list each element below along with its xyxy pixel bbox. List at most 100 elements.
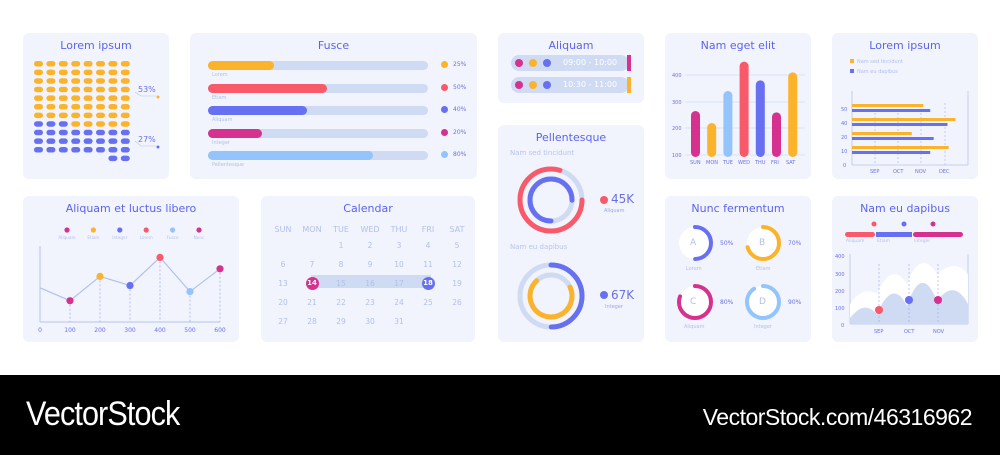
- slot-accent: [627, 77, 631, 93]
- dot-icon: [515, 59, 523, 67]
- legend-label: Nam sed tincidunt: [857, 59, 903, 65]
- row-percent: 80%: [453, 151, 467, 158]
- calendar-day[interactable]: 19: [452, 279, 462, 288]
- gauge-letter: C: [690, 297, 697, 307]
- gauge-label: Lorem: [686, 266, 702, 272]
- row-label: Integer: [212, 140, 230, 146]
- fusce-row: Pellentesque 80%: [208, 151, 488, 173]
- legend-dot: [441, 129, 448, 136]
- svg-text:500: 500: [184, 327, 196, 334]
- row-label: Aliquam: [212, 117, 233, 123]
- progress-fill: [208, 84, 327, 93]
- card-title: Pellentesque: [535, 131, 607, 144]
- svg-text:SUN: SUN: [690, 160, 701, 166]
- calendar-day[interactable]: 13: [278, 279, 288, 288]
- legend-dot: [600, 196, 608, 204]
- calendar-day[interactable]: 29: [336, 317, 346, 326]
- fusce-row: Aliquam 40%: [208, 106, 488, 128]
- calendar-day[interactable]: 4: [425, 241, 431, 250]
- calendar-day[interactable]: 3: [396, 241, 402, 250]
- time-slot[interactable]: 09:00 - 10:00: [511, 55, 631, 71]
- calendar-day[interactable]: 7: [309, 260, 315, 269]
- svg-text:OCT: OCT: [893, 169, 904, 175]
- svg-text:400: 400: [154, 327, 166, 334]
- calendar-day[interactable]: 11: [423, 260, 433, 269]
- gauge-label: Integer: [754, 324, 772, 330]
- calendar-day[interactable]: 24: [394, 298, 404, 307]
- weekday-header: WED: [360, 225, 380, 234]
- gauge-label: Etiam: [756, 266, 771, 272]
- svg-text:Etiam: Etiam: [87, 235, 99, 240]
- slot-time: 09:00 - 10:00: [563, 58, 618, 67]
- weekday-header: SUN: [274, 225, 292, 234]
- calendar-day[interactable]: 28: [307, 317, 317, 326]
- svg-text:SAT: SAT: [786, 160, 796, 166]
- calendar-day[interactable]: 9: [367, 260, 373, 269]
- gauge-grid: [677, 225, 781, 320]
- waffle-chart: [34, 61, 160, 162]
- calendar-day[interactable]: 2: [367, 241, 373, 250]
- calendar-day[interactable]: 27: [278, 317, 288, 326]
- legend-label: Etiam: [877, 239, 890, 244]
- nunc-fermentum-card: Nunc fermentum A 50% Lorem B 70% Etiam C…: [665, 196, 811, 342]
- svg-text:200: 200: [835, 289, 845, 295]
- calendar-day[interactable]: 15: [336, 279, 346, 288]
- calendar-day[interactable]: 12: [452, 260, 462, 269]
- svg-text:WED: WED: [738, 160, 750, 166]
- fusce-card: Fusce Lorem 25% Etiam 50% Aliquam 40% In…: [190, 33, 477, 179]
- gauge-letter: A: [690, 238, 697, 248]
- time-slot[interactable]: 10:30 - 11:00: [511, 77, 631, 93]
- calendar-card: Calendar SUN MON TUE WED THU FRI SAT 1 2 3 4 5 6 7 8 9 1…: [261, 196, 475, 342]
- calendar-day[interactable]: 10: [394, 260, 404, 269]
- brand-logo: VectorStock: [26, 395, 180, 433]
- dot-icon: [529, 59, 537, 67]
- calendar-day[interactable]: 25: [423, 298, 433, 307]
- calendar-day[interactable]: 17: [394, 279, 404, 288]
- calendar-day[interactable]: 5: [454, 241, 460, 250]
- row-percent: 25%: [453, 61, 467, 68]
- svg-text:100: 100: [835, 306, 845, 312]
- line-chart: Aliquam Etiam Integer Lorem Fusce Nunc 0 100 20…: [38, 227, 226, 334]
- row-label: Lorem: [212, 72, 228, 78]
- svg-text:400: 400: [672, 73, 682, 79]
- calendar-day[interactable]: 22: [336, 298, 346, 307]
- calendar-day[interactable]: 30: [365, 317, 375, 326]
- legend-swatch: [850, 59, 854, 63]
- svg-text:MON: MON: [706, 160, 718, 166]
- dot-icon: [529, 81, 537, 89]
- row-percent: 20%: [453, 129, 467, 136]
- gauge-percent: 70%: [788, 240, 802, 247]
- card-title: Nam eget elit: [700, 39, 776, 52]
- progress-fill: [208, 151, 373, 160]
- svg-text:Fusce: Fusce: [167, 235, 179, 240]
- weekday-header: TUE: [333, 225, 349, 234]
- calendar-day[interactable]: 8: [338, 260, 344, 269]
- gauge-label: Aliquam: [684, 324, 705, 330]
- calendar-day-range-end[interactable]: 18: [421, 277, 435, 290]
- legend-item: Nam eu dapibus: [850, 69, 898, 75]
- legend-swatch: [850, 69, 854, 73]
- calendar-day[interactable]: 16: [365, 279, 375, 288]
- gauge-letter: D: [759, 297, 766, 307]
- weekday-header: FRI: [421, 225, 435, 234]
- stat-value: 45K: [611, 192, 635, 206]
- calendar-day[interactable]: 21: [307, 298, 317, 307]
- calendar-day[interactable]: 20: [278, 298, 288, 307]
- svg-text:NOV: NOV: [933, 329, 945, 335]
- legend-item: Nam sed tincidunt: [850, 59, 903, 65]
- weekday-header: MON: [302, 225, 322, 234]
- calendar-day[interactable]: 31: [394, 317, 404, 326]
- legend-dot: [441, 106, 448, 113]
- calendar-day[interactable]: 26: [452, 298, 462, 307]
- svg-text:Integer: Integer: [112, 235, 127, 240]
- waffle-label-bottom: 27%: [138, 135, 156, 144]
- calendar-day-range-start[interactable]: 14: [305, 277, 319, 290]
- calendar-day[interactable]: 6: [280, 260, 286, 269]
- card-title: Fusce: [317, 39, 350, 52]
- calendar-day[interactable]: 1: [338, 241, 344, 250]
- calendar-day[interactable]: 23: [365, 298, 375, 307]
- weekday-header: SAT: [449, 225, 465, 234]
- legend-dot: [441, 151, 448, 158]
- donut-chart: [517, 166, 608, 330]
- gauge-percent: 90%: [788, 299, 802, 306]
